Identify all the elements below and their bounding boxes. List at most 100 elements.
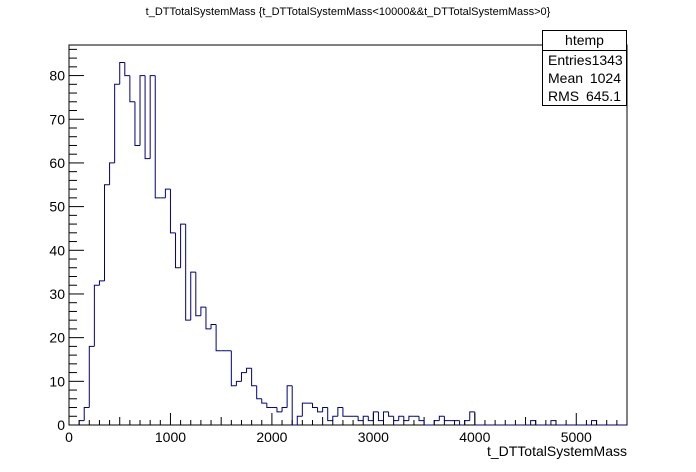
histogram-bin bbox=[311, 403, 318, 409]
y-tick-label: 60 bbox=[49, 155, 65, 171]
histogram-bin bbox=[362, 415, 369, 421]
histogram-bin bbox=[124, 62, 130, 77]
stats-row-mean: Mean 1024 bbox=[543, 69, 626, 87]
y-tick-label: 10 bbox=[49, 373, 65, 389]
histogram-bin bbox=[205, 307, 212, 330]
y-tick-label: 0 bbox=[57, 417, 65, 433]
x-tick-label: 0 bbox=[65, 429, 73, 445]
histogram-bin bbox=[98, 280, 105, 286]
plot-frame bbox=[68, 44, 628, 426]
histogram-bin bbox=[261, 398, 267, 404]
histogram-bin bbox=[301, 402, 308, 417]
histogram-bin bbox=[438, 415, 445, 421]
stats-value: 1343 bbox=[591, 52, 623, 68]
histogram-bin bbox=[164, 188, 171, 198]
histogram-bin bbox=[175, 232, 181, 269]
histogram-bin bbox=[286, 385, 293, 408]
x-tick-label: 2000 bbox=[256, 429, 287, 445]
histogram-bin bbox=[144, 75, 151, 160]
histogram-bin bbox=[240, 372, 247, 382]
histogram-bin bbox=[367, 416, 374, 422]
histogram-bin bbox=[459, 420, 465, 426]
stats-box: htemp Entries 1343 Mean 1024 RMS 645.1 bbox=[542, 30, 627, 106]
histogram-bin bbox=[154, 75, 161, 199]
histogram-bin bbox=[383, 411, 389, 421]
histogram-bin bbox=[215, 324, 222, 352]
histogram-bin bbox=[93, 284, 100, 347]
histogram-bin bbox=[322, 407, 328, 412]
histogram-bin bbox=[550, 420, 556, 425]
histogram-bin bbox=[372, 411, 379, 421]
histogram-bin bbox=[88, 345, 95, 408]
chart-title: t_DTTotalSystemMass {t_DTTotalSystemMass… bbox=[145, 6, 551, 18]
histogram-bin bbox=[139, 75, 146, 146]
histogram-bin bbox=[104, 184, 110, 281]
histogram-bin bbox=[469, 411, 475, 421]
histogram-bin bbox=[266, 403, 272, 409]
histogram-bin bbox=[555, 420, 562, 426]
x-tick-label: 5000 bbox=[561, 429, 592, 445]
histogram-bin bbox=[530, 420, 536, 425]
histogram-bin bbox=[281, 407, 288, 412]
histogram-bin bbox=[423, 420, 430, 426]
histogram-bin bbox=[418, 416, 425, 422]
histogram-bin bbox=[596, 420, 602, 426]
histogram-bin bbox=[408, 415, 414, 421]
histogram-bin bbox=[342, 407, 348, 417]
x-tick-label: 3000 bbox=[358, 429, 389, 445]
stats-label: RMS bbox=[548, 88, 580, 104]
histogram-bin bbox=[251, 368, 257, 387]
histogram-bin bbox=[119, 61, 125, 85]
histogram-bin bbox=[464, 420, 470, 425]
histogram-bin bbox=[332, 415, 338, 421]
histogram-bin bbox=[256, 385, 262, 400]
histogram-bin bbox=[200, 306, 206, 316]
histogram-bin bbox=[357, 416, 364, 422]
y-tick-label: 50 bbox=[49, 199, 65, 215]
histogram-bin bbox=[403, 416, 409, 422]
histogram-bin bbox=[235, 380, 242, 386]
histogram-bin bbox=[109, 162, 115, 185]
histogram-bin bbox=[291, 385, 298, 426]
histogram-bin bbox=[433, 420, 440, 425]
histogram-bin bbox=[590, 420, 597, 425]
y-tick-label: 80 bbox=[49, 68, 65, 84]
stats-value: 645.1 bbox=[585, 88, 621, 104]
histogram-bin bbox=[474, 411, 480, 426]
histogram-bin bbox=[149, 75, 156, 159]
histogram-bin bbox=[114, 83, 120, 163]
histogram-bin bbox=[337, 407, 343, 417]
x-tick-label: 4000 bbox=[459, 429, 490, 445]
histogram-bin bbox=[195, 272, 201, 317]
histogram-bin bbox=[276, 407, 283, 413]
histogram-bin bbox=[78, 420, 85, 425]
histogram-bin bbox=[180, 223, 186, 268]
x-tick-label: 1000 bbox=[155, 429, 186, 445]
y-tick-label: 30 bbox=[49, 286, 65, 302]
histogram-bin bbox=[129, 75, 135, 103]
histogram-bin bbox=[443, 416, 450, 422]
histogram-bin bbox=[398, 415, 404, 421]
stats-box-title: htemp bbox=[543, 31, 626, 51]
histogram-bin bbox=[388, 411, 394, 417]
histogram-bin bbox=[210, 324, 217, 329]
histogram-bin bbox=[535, 420, 541, 426]
histogram-bin bbox=[296, 415, 303, 425]
histogram-bin bbox=[327, 407, 333, 422]
histogram-bin bbox=[190, 271, 196, 321]
y-tick-label: 40 bbox=[49, 242, 65, 258]
stats-label: Mean bbox=[548, 70, 584, 86]
x-axis-label: t_DTTotalSystemMass bbox=[487, 443, 627, 459]
stats-row-rms: RMS 645.1 bbox=[543, 87, 626, 105]
stats-label: Entries bbox=[548, 52, 592, 68]
histogram-bin bbox=[393, 416, 399, 422]
histogram-bin bbox=[134, 101, 141, 146]
stats-row-entries: Entries 1343 bbox=[543, 51, 626, 69]
histogram-bin bbox=[246, 367, 252, 373]
histogram-bin bbox=[377, 411, 384, 422]
histogram-bin bbox=[83, 407, 90, 421]
y-tick-label: 20 bbox=[49, 330, 65, 346]
stats-value: 1024 bbox=[589, 70, 621, 86]
y-tick-label: 70 bbox=[49, 111, 65, 127]
